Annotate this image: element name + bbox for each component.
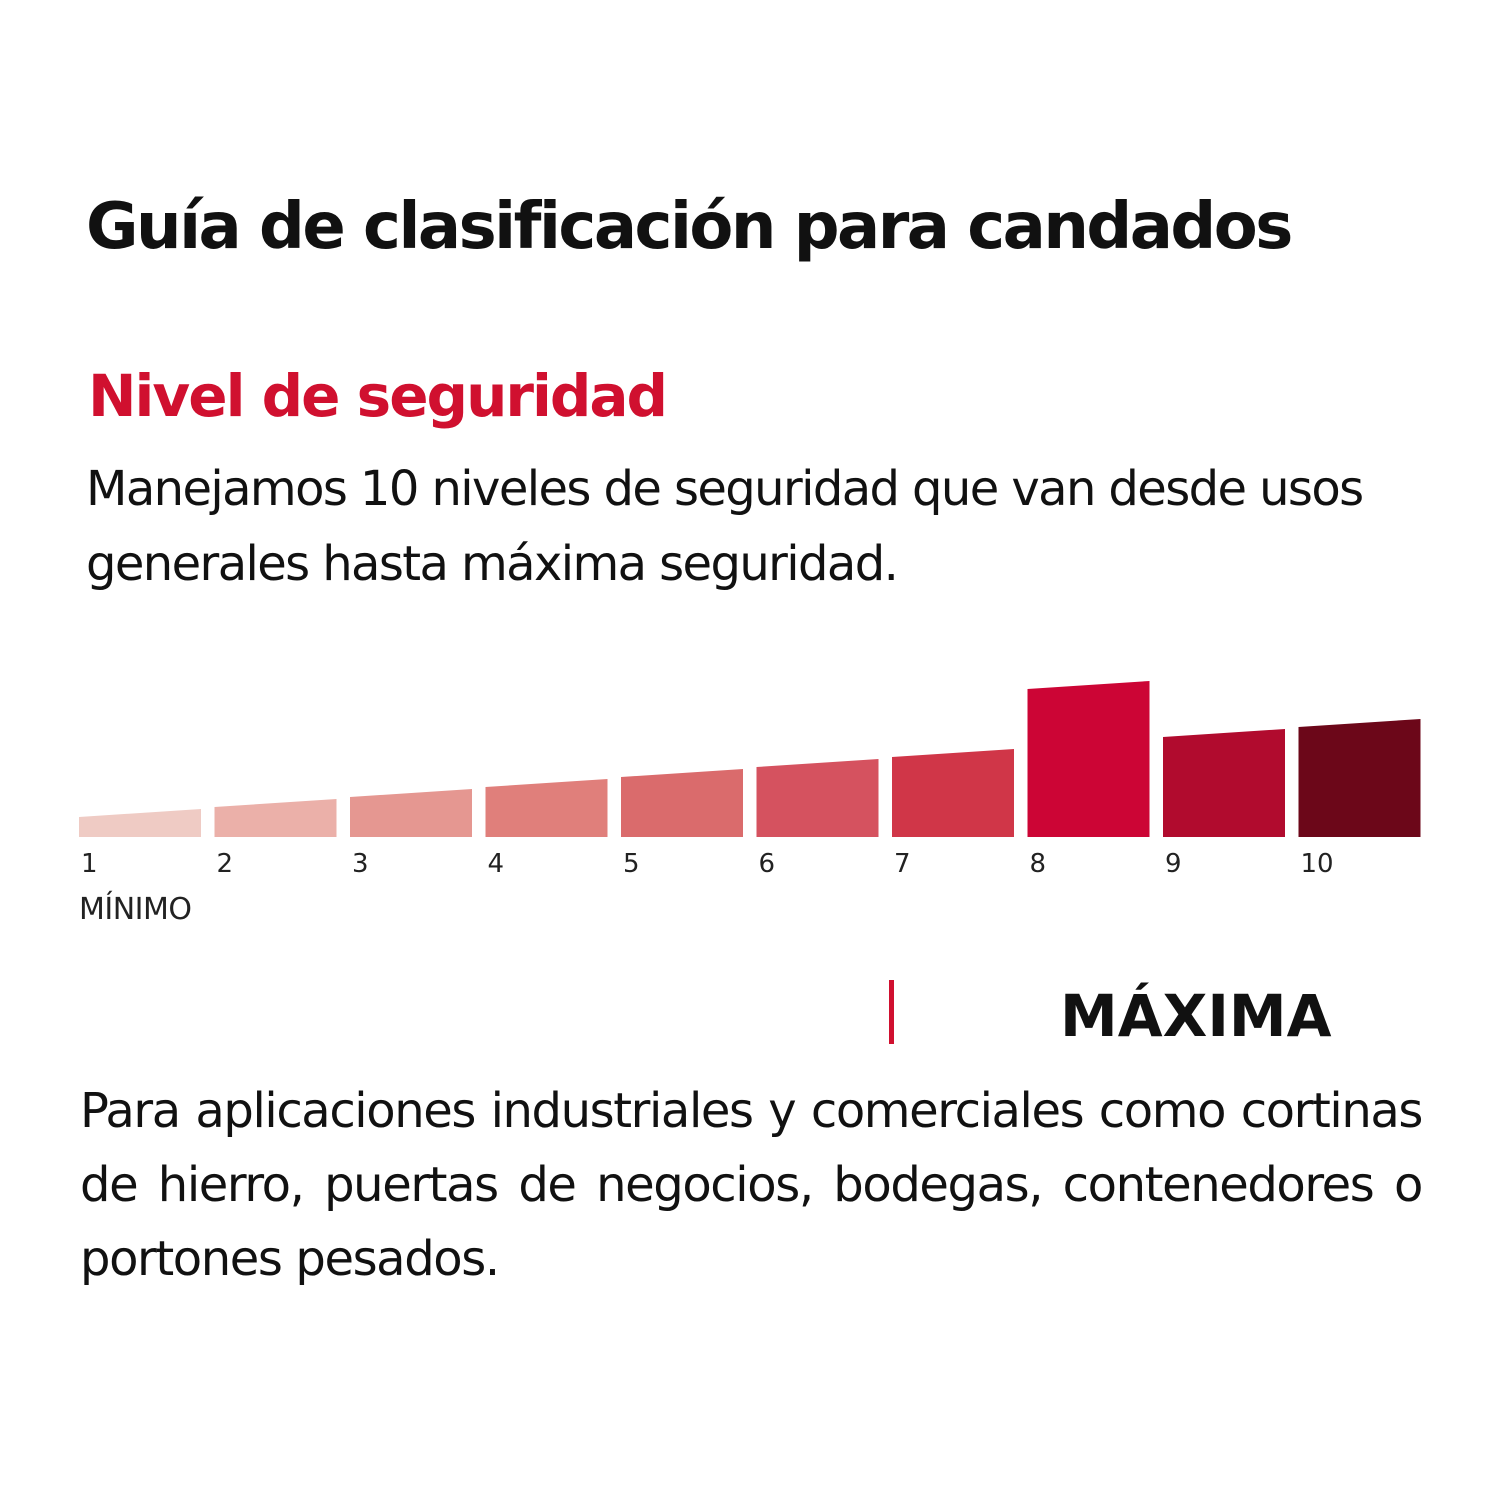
intro-text: Manejamos 10 niveles de seguridad que va… [86,461,1364,592]
tick-label-6: 6 [759,849,776,879]
tick-label-8: 8 [1030,849,1047,879]
security-level-chart: 1 2 3 4 5 6 7 8 9 10 MÍNIMO [0,660,1500,940]
bar-level-7 [892,749,1014,837]
level-label: MÁXIMA [1060,982,1332,1050]
tick-label-10: 10 [1301,849,1334,879]
tick-label-1: 1 [81,849,98,879]
bar-level-2 [214,799,337,837]
bar-level-5 [621,769,743,837]
level-description: Para aplicaciones industriales y comerci… [80,1083,1423,1287]
security-level-chart-svg: 1 2 3 4 5 6 7 8 9 10 MÍNIMO [79,681,1421,927]
bar-level-1 [79,809,201,837]
tick-label-2: 2 [217,849,234,879]
tick-label-9: 9 [1165,849,1182,879]
min-label: MÍNIMO [79,891,192,927]
bar-level-4 [485,779,608,837]
bar-level-6 [756,759,879,837]
page-title: Guía de clasificación para candados [86,190,1293,264]
bar-level-8 [1027,681,1150,837]
bar-level-3 [350,789,472,837]
bar-level-10 [1298,719,1421,837]
tick-label-7: 7 [894,849,911,879]
tick-label-4: 4 [488,849,505,879]
tick-label-5: 5 [623,849,640,879]
tick-label-3: 3 [352,849,369,879]
bar-level-9 [1163,729,1285,837]
section-title: Nivel de seguridad [88,362,668,430]
level-marker [889,980,894,1044]
